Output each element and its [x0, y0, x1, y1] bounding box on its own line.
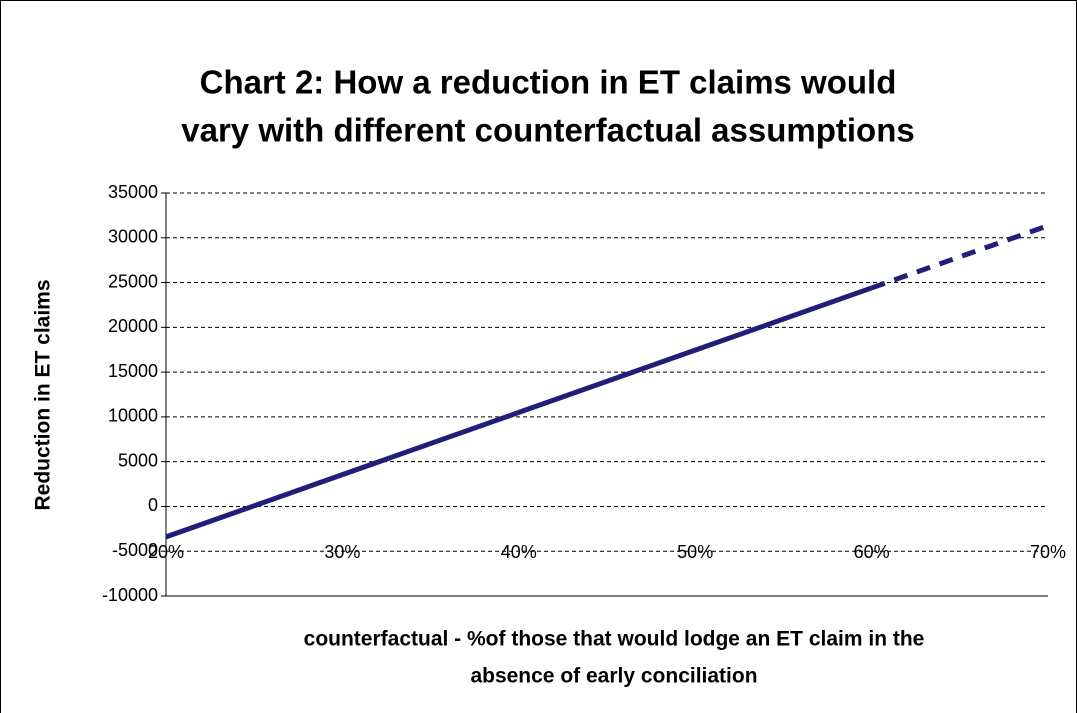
y-tick-label: -5000: [112, 540, 158, 560]
x-tick-label: 30%: [324, 542, 360, 562]
x-tick-label: 50%: [677, 542, 713, 562]
y-tick-label: 15000: [108, 361, 158, 381]
x-tick-label: 70%: [1030, 542, 1066, 562]
y-tick-label: -10000: [102, 585, 158, 605]
series-line: [870, 223, 1049, 291]
x-axis-title: absence of early conciliation: [470, 665, 757, 688]
series-line: [165, 285, 873, 540]
x-tick-label: 60%: [854, 542, 890, 562]
y-axis-title: Reduction in ET claims: [32, 279, 55, 510]
y-tick-label: 25000: [108, 271, 158, 291]
chart-title: vary with different counterfactual assum…: [181, 112, 914, 149]
x-tick-label: 40%: [501, 542, 537, 562]
y-tick-label: 0: [148, 495, 158, 515]
y-tick-label: 35000: [108, 182, 158, 202]
y-tick-label: 10000: [108, 406, 158, 426]
x-tick-label: 20%: [148, 542, 184, 562]
x-axis-title: counterfactual - %of those that would lo…: [304, 628, 925, 651]
chart-title: Chart 2: How a reduction in ET claims wo…: [200, 64, 897, 101]
y-tick-label: 20000: [108, 316, 158, 336]
y-tick-label: 30000: [108, 227, 158, 247]
y-tick-label: 5000: [118, 450, 158, 470]
